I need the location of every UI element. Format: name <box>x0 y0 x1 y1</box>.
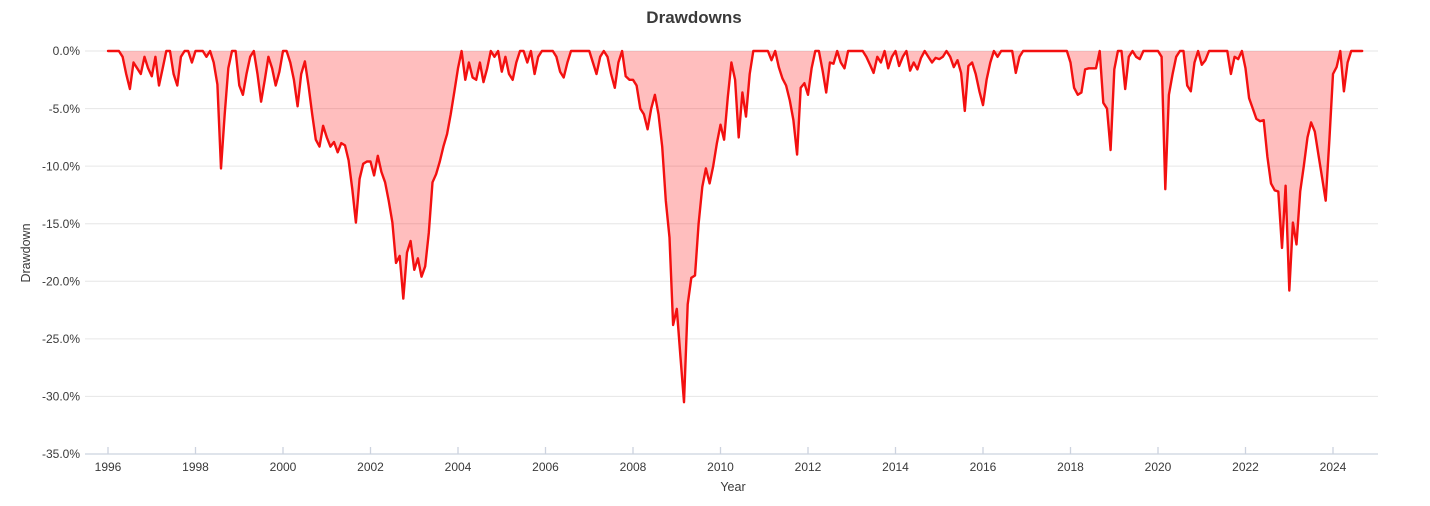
drawdown-line <box>106 49 1364 404</box>
y-tick-label: -5.0% <box>49 102 81 116</box>
x-tick-label: 2018 <box>1057 460 1084 474</box>
x-tick-label: 1996 <box>95 460 122 474</box>
y-tick-label: -20.0% <box>42 274 80 288</box>
x-tick-label: 2022 <box>1232 460 1259 474</box>
x-tick-label: 2012 <box>795 460 822 474</box>
x-tick-label: 2006 <box>532 460 559 474</box>
x-axis-title: Year <box>720 480 746 494</box>
x-tick-label: 2014 <box>882 460 909 474</box>
y-tick-label: -15.0% <box>42 217 80 231</box>
x-tick-label: 1998 <box>182 460 209 474</box>
x-tick-label: 2016 <box>970 460 997 474</box>
x-tick-label: 2020 <box>1145 460 1172 474</box>
y-tick-label: -35.0% <box>42 447 80 461</box>
x-tick-label: 2002 <box>357 460 384 474</box>
y-tick-label: -25.0% <box>42 332 80 346</box>
x-tick-label: 2010 <box>707 460 734 474</box>
x-tick-label: 2024 <box>1320 460 1347 474</box>
drawdown-area <box>108 51 1363 403</box>
y-tick-label: -10.0% <box>42 159 80 173</box>
chart-title: Drawdowns <box>646 8 742 27</box>
y-tick-label: 0.0% <box>53 44 81 58</box>
x-tick-label: 2000 <box>270 460 297 474</box>
y-tick-label: -30.0% <box>42 390 80 404</box>
x-tick-label: 2004 <box>445 460 472 474</box>
x-tick-label: 2008 <box>620 460 647 474</box>
